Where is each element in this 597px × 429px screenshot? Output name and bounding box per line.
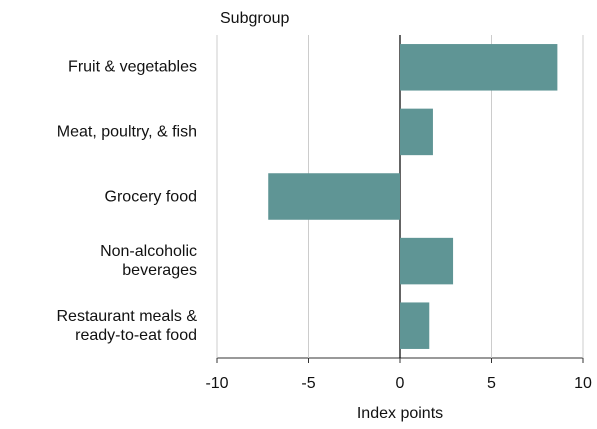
x-axis-label: Index points [357, 405, 443, 422]
bar [400, 237, 454, 285]
bar [400, 302, 430, 349]
x-tick-label: 0 [396, 375, 405, 392]
bar [268, 173, 400, 220]
x-tick-label: 10 [574, 375, 592, 392]
x-tick-label: 5 [487, 375, 496, 392]
bar [400, 108, 433, 156]
x-tick-label: -5 [301, 375, 315, 392]
y-axis-title: Subgroup [220, 10, 289, 27]
bar [400, 44, 558, 91]
y-tick-label: Fruit & vegetables [68, 58, 197, 76]
x-tick-label: -10 [205, 375, 228, 392]
y-tick-label: Restaurant meals & ready-to-eat food [56, 307, 197, 344]
y-tick-label: Grocery food [104, 188, 197, 205]
y-tick-label: Meat, poultry, & fish [56, 123, 197, 141]
y-tick-label: Non-alcoholic beverages [100, 243, 197, 280]
